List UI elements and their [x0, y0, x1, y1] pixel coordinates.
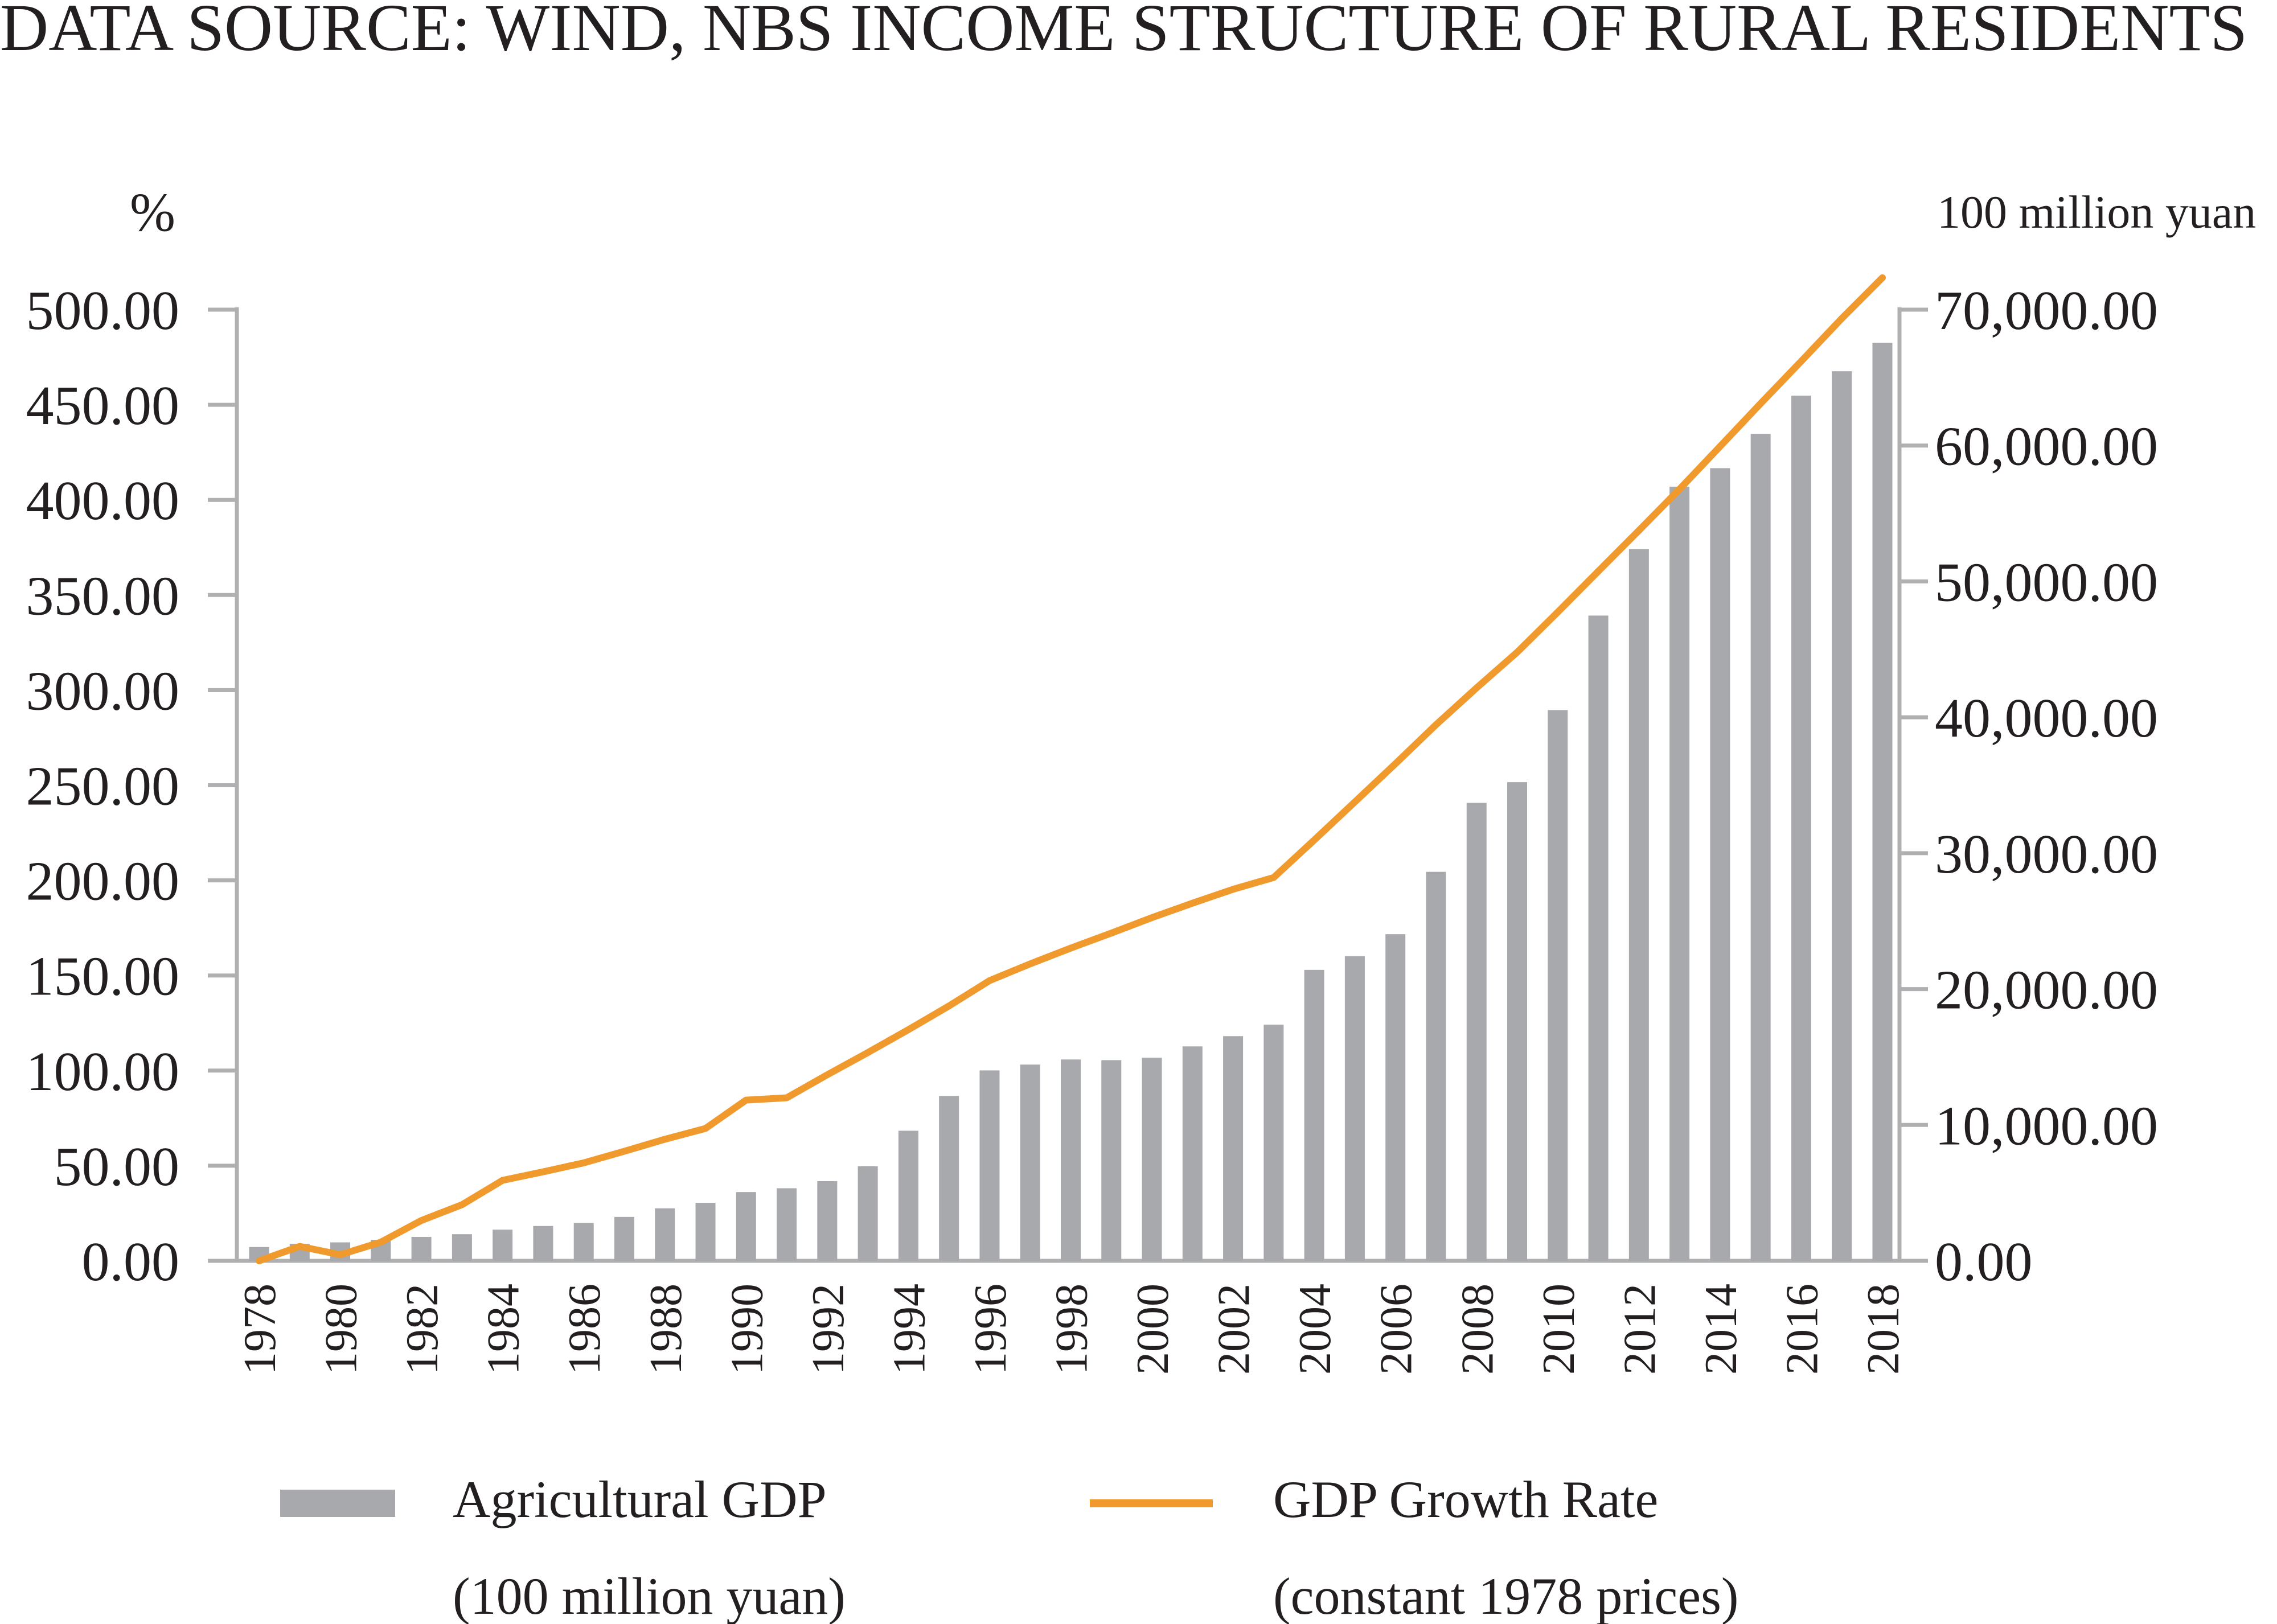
bar-agricultural-gdp-1983: [452, 1234, 472, 1261]
bar-agricultural-gdp-1991: [777, 1188, 797, 1261]
left-axis-tick-label: 400.00: [26, 470, 180, 532]
legend-label-agricultural-gdp: Agricultural GDP: [453, 1470, 827, 1528]
bar-agricultural-gdp-2011: [1588, 615, 1609, 1261]
x-axis-tick-label: 1984: [479, 1284, 529, 1375]
bar-agricultural-gdp-2015: [1750, 434, 1771, 1261]
legend-sublabel-gdp-growth-rate: (constant 1978 prices): [1273, 1567, 1739, 1624]
bar-agricultural-gdp-1996: [979, 1070, 1000, 1261]
legend: Agricultural GDP (100 million yuan) GDP …: [280, 1470, 1739, 1624]
left-axis-tick-label: 200.00: [26, 851, 180, 912]
left-axis-tick-label: 350.00: [26, 565, 180, 627]
bar-agricultural-gdp-1982: [411, 1236, 432, 1261]
bar-agricultural-gdp-1987: [614, 1216, 634, 1261]
x-axis-tick-label: 2008: [1453, 1284, 1503, 1375]
x-axis-tick-label: 1978: [235, 1284, 285, 1375]
right-axis-tick-label: 60,000.00: [1935, 416, 2158, 478]
x-axis-tick-label: 1992: [803, 1284, 854, 1375]
line-series-gdp-growth-rate: [256, 274, 1886, 1264]
x-axis-tick-label: 1980: [317, 1284, 367, 1375]
bar-agricultural-gdp-2009: [1507, 782, 1528, 1261]
bar-agricultural-gdp-1989: [695, 1203, 716, 1261]
bar-agricultural-gdp-2003: [1263, 1025, 1284, 1261]
x-axis-tick-label: 1988: [641, 1284, 691, 1375]
bar-agricultural-gdp-2012: [1628, 549, 1649, 1261]
bar-agricultural-gdp-2001: [1182, 1046, 1203, 1261]
bar-agricultural-gdp-1986: [573, 1223, 594, 1261]
x-axis-tick-label: 2012: [1615, 1284, 1665, 1375]
legend-sublabel-agricultural-gdp: (100 million yuan): [453, 1567, 846, 1624]
bar-agricultural-gdp-2004: [1304, 969, 1324, 1261]
x-axis-tick-label: 1994: [884, 1284, 934, 1375]
x-axis-tick-labels: 1978 1980 1982 1984 1986 1988 1990 1992 1994 1996…: [235, 1284, 1909, 1375]
chart-title: DATA SOURCE: WIND, NBS INCOME STRUCTURE …: [0, 0, 2247, 65]
x-axis-tick-label: 2002: [1209, 1284, 1259, 1375]
left-axis-tick-label: 100.00: [26, 1041, 180, 1103]
bar-agricultural-gdp-1997: [1020, 1064, 1040, 1261]
bar-agricultural-gdp-2016: [1791, 396, 1811, 1261]
bar-agricultural-gdp-1990: [736, 1192, 756, 1261]
x-axis-tick-label: 2004: [1290, 1284, 1340, 1375]
bar-agricultural-gdp-2000: [1142, 1058, 1162, 1261]
bar-agricultural-gdp-1992: [817, 1181, 838, 1261]
bar-agricultural-gdp-2017: [1832, 371, 1852, 1261]
x-axis-tick-label: 1998: [1047, 1284, 1097, 1375]
left-axis-unit: %: [130, 182, 175, 242]
left-axis-tick-label: 500.00: [26, 280, 180, 342]
legend-label-gdp-growth-rate: GDP Growth Rate: [1273, 1470, 1658, 1528]
left-axis-tick-label: 300.00: [26, 660, 180, 722]
bar-agricultural-gdp-2010: [1548, 710, 1568, 1261]
right-axis-tick-label: 10,000.00: [1935, 1095, 2158, 1157]
bar-agricultural-gdp-2018: [1872, 343, 1893, 1261]
left-axis-tick-label: 0.00: [82, 1231, 180, 1293]
bar-agricultural-gdp-1985: [533, 1226, 553, 1261]
left-axis-tick-label: 50.00: [54, 1136, 180, 1198]
bar-agricultural-gdp-2014: [1710, 468, 1730, 1261]
right-axis-tick-label: 30,000.00: [1935, 824, 2158, 885]
x-axis-tick-label: 1982: [397, 1284, 448, 1375]
bar-agricultural-gdp-1993: [858, 1166, 878, 1261]
right-axis-tick-label: 20,000.00: [1935, 960, 2158, 1021]
bar-agricultural-gdp-2005: [1344, 956, 1365, 1261]
x-axis-tick-label: 1986: [560, 1284, 610, 1375]
bar-agricultural-gdp-2013: [1669, 486, 1690, 1261]
bar-agricultural-gdp-2007: [1426, 871, 1446, 1261]
x-axis-tick-label: 2010: [1534, 1284, 1584, 1375]
right-axis-tick-label: 40,000.00: [1935, 688, 2158, 749]
legend-swatch-agricultural-gdp: [280, 1490, 395, 1517]
x-axis-tick-label: 2016: [1777, 1284, 1827, 1375]
bar-agricultural-gdp-2002: [1223, 1036, 1244, 1261]
bar-agricultural-gdp-2008: [1466, 803, 1487, 1261]
right-axis-tick-label: 50,000.00: [1935, 552, 2158, 613]
x-axis-tick-label: 2006: [1372, 1284, 1422, 1375]
x-axis-tick-label: 1996: [966, 1284, 1016, 1375]
bar-series-agricultural-gdp: [249, 343, 1893, 1261]
right-axis-tick-label: 70,000.00: [1935, 280, 2158, 342]
bar-agricultural-gdp-1984: [493, 1230, 513, 1261]
bar-agricultural-gdp-1994: [898, 1130, 918, 1261]
bar-agricultural-gdp-1995: [939, 1096, 959, 1261]
left-axis-tick-label: 450.00: [26, 375, 180, 437]
x-axis-tick-label: 2018: [1858, 1284, 1909, 1375]
bar-agricultural-gdp-1999: [1101, 1060, 1122, 1261]
x-axis-tick-label: 1990: [722, 1284, 772, 1375]
x-axis-tick-label: 2000: [1128, 1284, 1178, 1375]
right-axis-tick-label: 0.00: [1935, 1231, 2033, 1293]
bar-agricultural-gdp-1998: [1061, 1059, 1081, 1261]
x-axis-tick-label: 2014: [1696, 1284, 1746, 1375]
left-axis-ticks: 0.00 50.00 100.00 150.00 200.00 250.00 300.00 3…: [26, 280, 237, 1293]
left-axis-tick-label: 150.00: [26, 946, 180, 1008]
bar-agricultural-gdp-1988: [655, 1208, 675, 1261]
bar-agricultural-gdp-2006: [1385, 934, 1406, 1261]
right-axis-ticks: 0.00 10,000.00 20,000.00 30,000.00 40,000.00…: [1899, 280, 2158, 1293]
left-axis-tick-label: 250.00: [26, 756, 180, 817]
right-axis-unit: 100 million yuan: [1937, 186, 2256, 238]
